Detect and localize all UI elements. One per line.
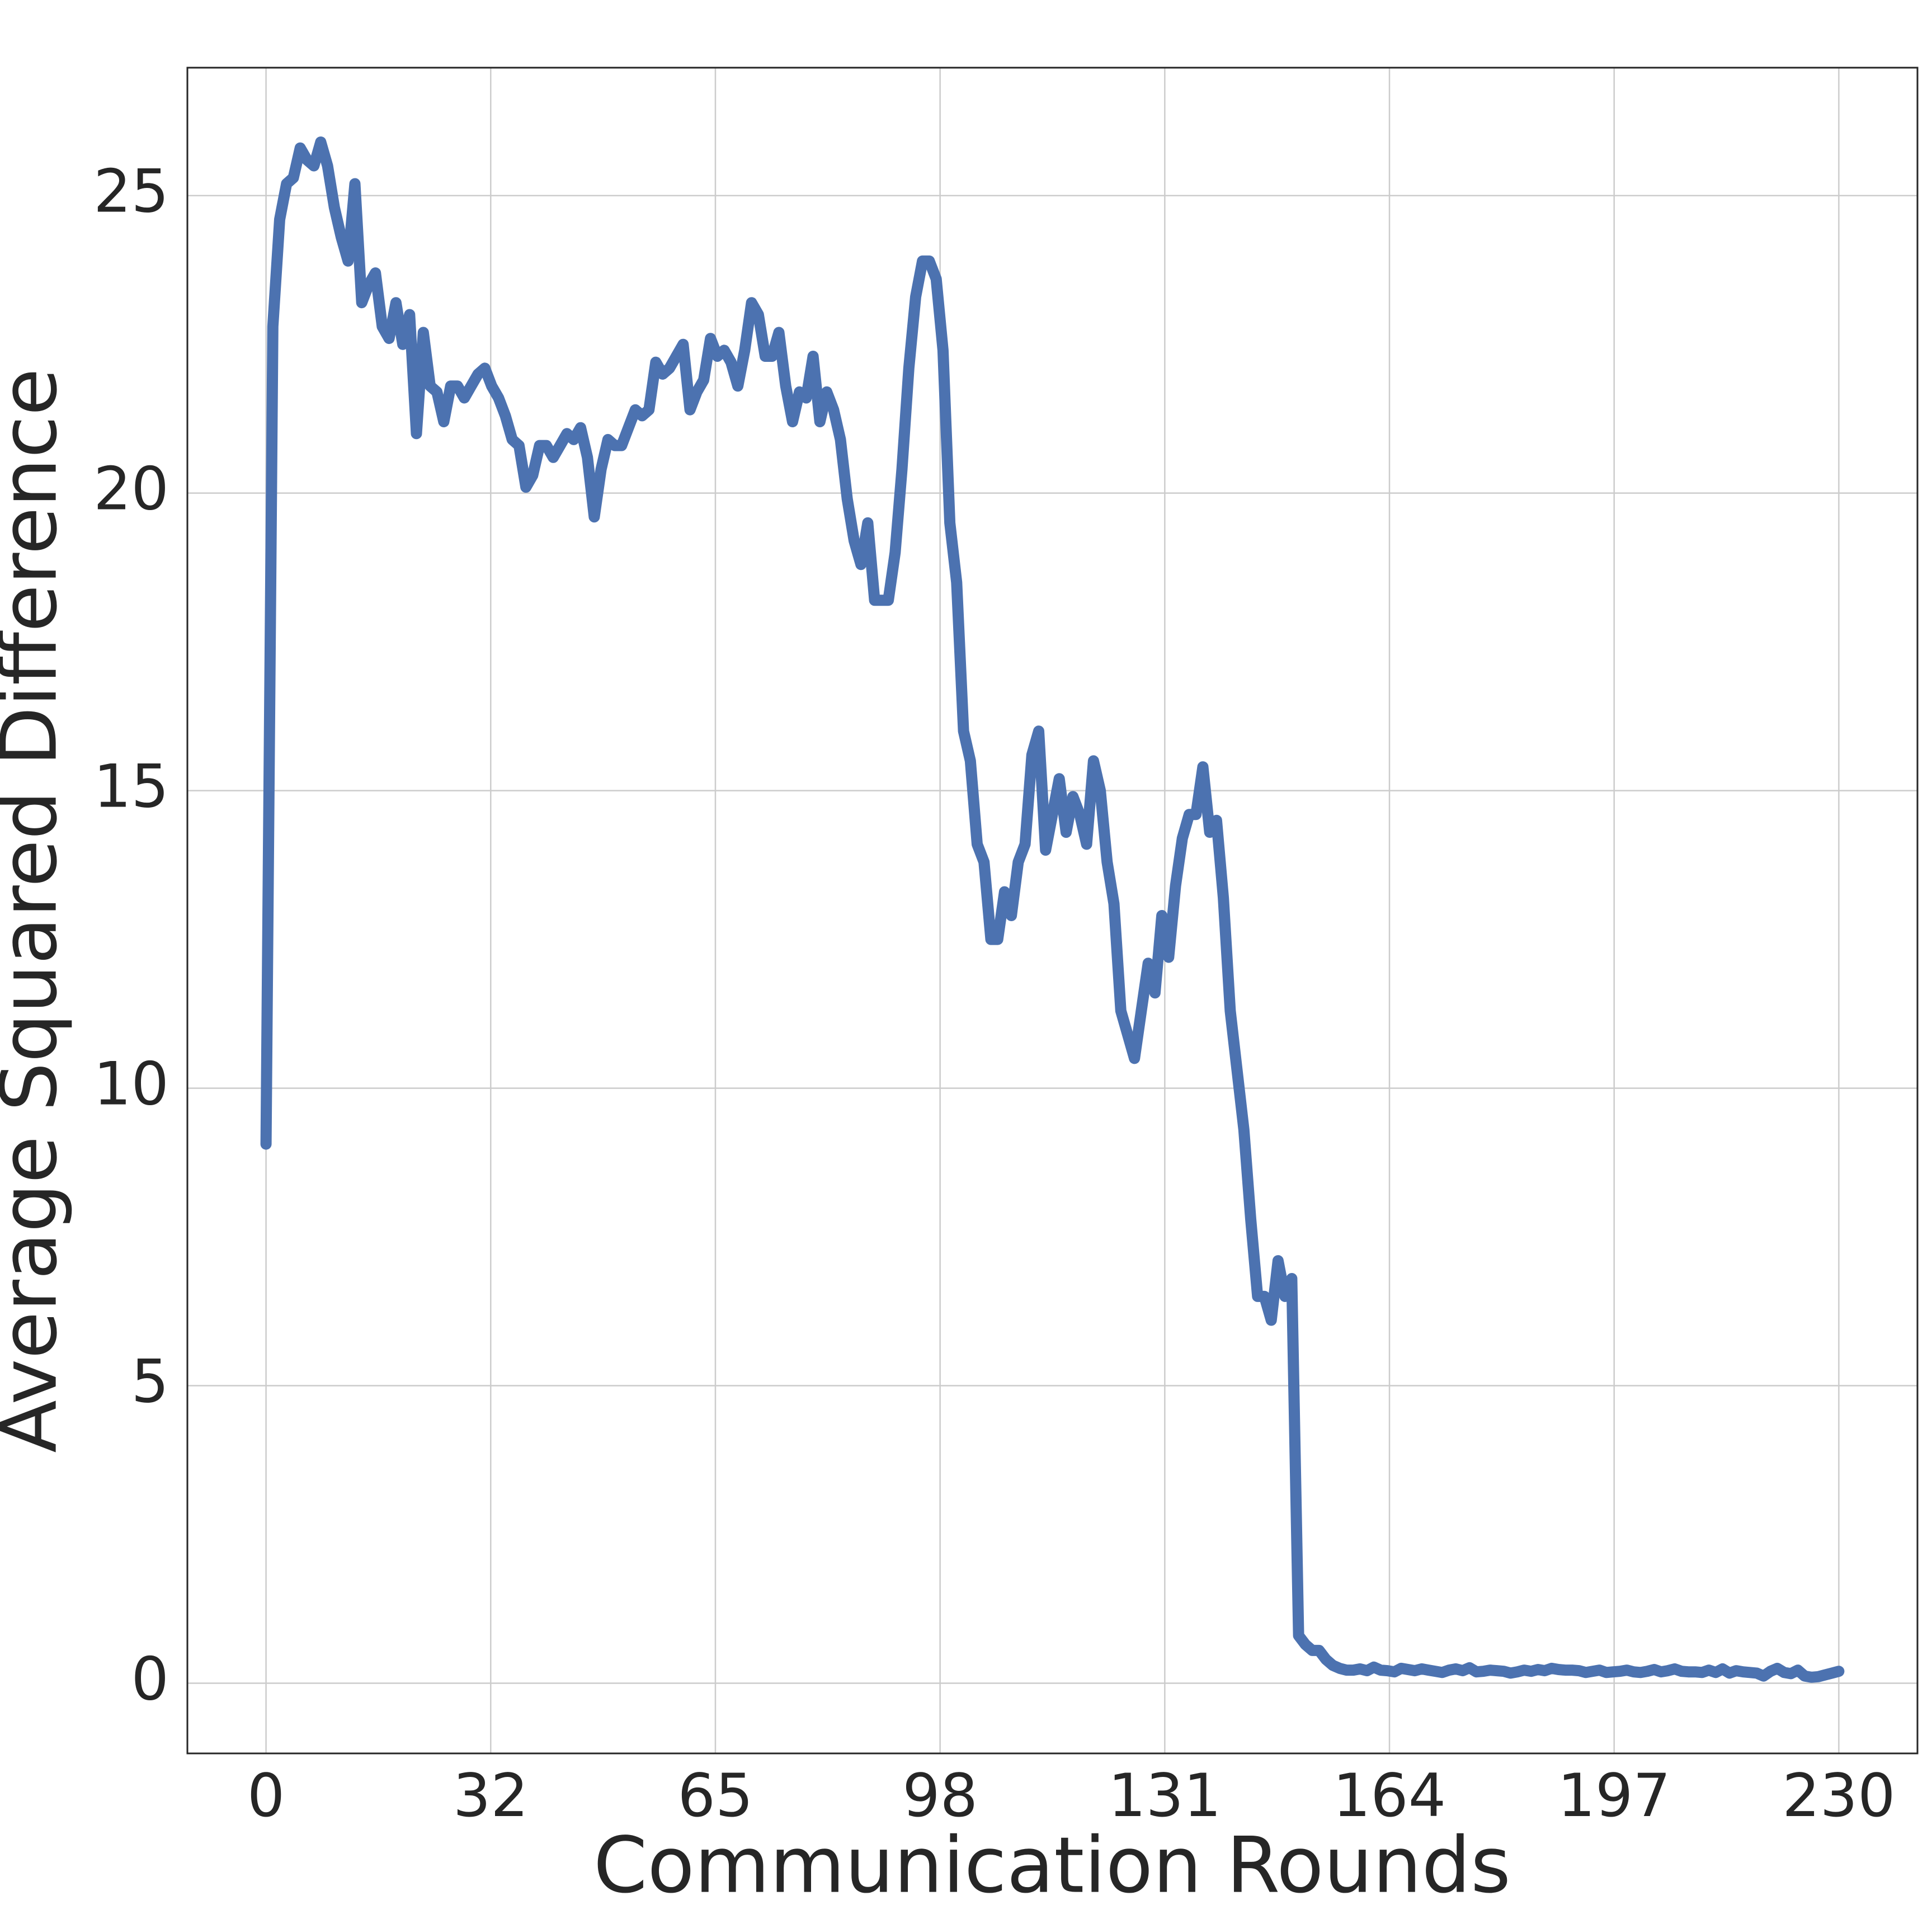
x-tick-label: 131 bbox=[1108, 1761, 1221, 1830]
y-tick-label: 20 bbox=[93, 454, 169, 523]
plot-frame bbox=[186, 67, 1919, 1755]
x-tick-label: 164 bbox=[1333, 1761, 1446, 1830]
x-axis-label: Communication Rounds bbox=[593, 1821, 1511, 1911]
y-tick-label: 25 bbox=[93, 157, 169, 226]
x-tick-label: 230 bbox=[1782, 1761, 1895, 1830]
x-tick-label: 98 bbox=[902, 1761, 978, 1830]
x-tick-label: 0 bbox=[247, 1761, 285, 1830]
y-tick-label: 15 bbox=[93, 752, 169, 820]
y-tick-label: 10 bbox=[93, 1049, 169, 1118]
y-axis-label: Average Squared Difference bbox=[0, 368, 74, 1453]
data-line bbox=[260, 136, 1845, 1683]
x-tick-label: 197 bbox=[1558, 1761, 1671, 1830]
y-tick-label: 0 bbox=[131, 1644, 169, 1713]
x-tick-label: 65 bbox=[678, 1761, 753, 1830]
y-tick-label: 5 bbox=[131, 1347, 169, 1416]
x-tick-label: 32 bbox=[453, 1761, 529, 1830]
